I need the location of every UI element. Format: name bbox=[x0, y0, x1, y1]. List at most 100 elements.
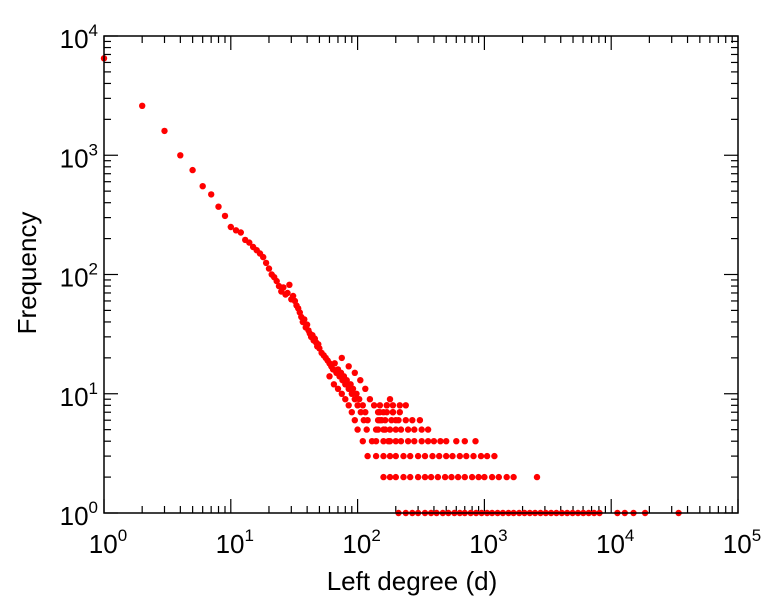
data-point bbox=[334, 385, 342, 392]
data-point bbox=[400, 473, 407, 481]
data-point bbox=[359, 438, 366, 445]
data-point bbox=[470, 452, 477, 460]
data-point bbox=[468, 473, 476, 481]
data-point bbox=[441, 473, 449, 481]
data-point bbox=[449, 452, 456, 460]
data-point bbox=[273, 277, 280, 285]
data-point bbox=[338, 354, 345, 362]
data-point bbox=[199, 183, 206, 190]
data-point bbox=[372, 452, 380, 460]
data-point bbox=[421, 473, 429, 481]
y-tick-label: 101 bbox=[60, 379, 98, 412]
data-point bbox=[436, 452, 443, 460]
data-point bbox=[246, 239, 253, 246]
data-point bbox=[351, 369, 358, 376]
data-point bbox=[409, 417, 416, 424]
data-point bbox=[461, 473, 468, 481]
data-point bbox=[372, 438, 380, 445]
x-tick-label: 103 bbox=[469, 526, 507, 559]
data-point bbox=[533, 473, 541, 481]
data-point bbox=[414, 452, 422, 460]
data-point bbox=[289, 292, 297, 300]
data-point bbox=[380, 426, 387, 433]
data-point bbox=[488, 473, 496, 481]
data-point bbox=[411, 438, 418, 445]
data-point bbox=[483, 452, 491, 460]
data-point bbox=[338, 390, 345, 397]
data-point bbox=[359, 402, 366, 409]
y-tick-label: 103 bbox=[60, 140, 98, 173]
data-point bbox=[418, 426, 425, 433]
data-point bbox=[392, 452, 399, 460]
data-point bbox=[453, 438, 460, 445]
data-points bbox=[100, 55, 682, 517]
data-point bbox=[386, 396, 394, 403]
data-point bbox=[437, 438, 444, 445]
data-point bbox=[389, 409, 397, 416]
data-point bbox=[491, 452, 498, 460]
data-point bbox=[383, 409, 390, 416]
data-point bbox=[421, 452, 429, 460]
data-point bbox=[443, 438, 450, 445]
data-point bbox=[139, 102, 146, 110]
data-point bbox=[363, 426, 370, 433]
x-tick-label: 105 bbox=[723, 526, 761, 559]
data-point bbox=[232, 227, 240, 234]
data-point bbox=[424, 438, 432, 445]
data-point bbox=[461, 438, 468, 445]
data-point bbox=[364, 417, 371, 424]
x-axis-label: Left degree (d) bbox=[327, 566, 498, 596]
data-point bbox=[402, 402, 409, 409]
data-point bbox=[357, 377, 364, 384]
data-point bbox=[475, 473, 482, 481]
data-point bbox=[348, 390, 355, 397]
data-point bbox=[510, 473, 517, 481]
data-point bbox=[345, 402, 352, 409]
y-tick-label: 102 bbox=[60, 260, 98, 293]
x-tick-label: 101 bbox=[216, 526, 254, 559]
data-point bbox=[472, 438, 479, 445]
data-point bbox=[370, 402, 378, 409]
data-point bbox=[396, 402, 403, 409]
data-point bbox=[414, 473, 422, 481]
data-point bbox=[161, 127, 168, 135]
y-axis-label: Frequency bbox=[12, 212, 42, 335]
data-point bbox=[454, 473, 462, 481]
data-point bbox=[386, 438, 394, 445]
data-point bbox=[386, 452, 394, 460]
x-tick-label: 102 bbox=[342, 526, 380, 559]
data-point bbox=[303, 321, 311, 328]
data-point bbox=[383, 402, 390, 409]
data-point bbox=[456, 452, 463, 460]
data-point bbox=[434, 473, 442, 481]
data-point bbox=[481, 473, 488, 481]
data-point bbox=[376, 402, 384, 409]
data-point bbox=[386, 473, 394, 481]
data-point bbox=[237, 229, 244, 236]
data-point bbox=[342, 396, 349, 403]
data-point bbox=[448, 473, 455, 481]
data-point bbox=[407, 473, 414, 481]
data-point bbox=[386, 426, 394, 433]
data-point bbox=[374, 426, 382, 433]
data-point bbox=[331, 360, 338, 367]
data-point bbox=[366, 396, 374, 403]
x-tick-labels: 100 101 102 103 104 105 bbox=[89, 526, 761, 559]
data-point bbox=[330, 381, 338, 388]
data-point bbox=[280, 284, 287, 291]
data-point bbox=[286, 281, 293, 288]
data-point bbox=[380, 438, 387, 445]
data-point bbox=[362, 385, 369, 392]
data-point bbox=[424, 426, 432, 433]
data-point bbox=[396, 409, 403, 416]
data-point bbox=[400, 452, 407, 460]
data-point bbox=[443, 452, 450, 460]
data-point bbox=[326, 373, 333, 380]
data-point bbox=[395, 417, 402, 424]
data-point bbox=[380, 473, 387, 481]
data-point bbox=[208, 191, 215, 198]
data-point bbox=[418, 438, 425, 445]
data-point bbox=[477, 452, 485, 460]
data-point bbox=[215, 203, 222, 210]
data-point bbox=[260, 253, 267, 261]
